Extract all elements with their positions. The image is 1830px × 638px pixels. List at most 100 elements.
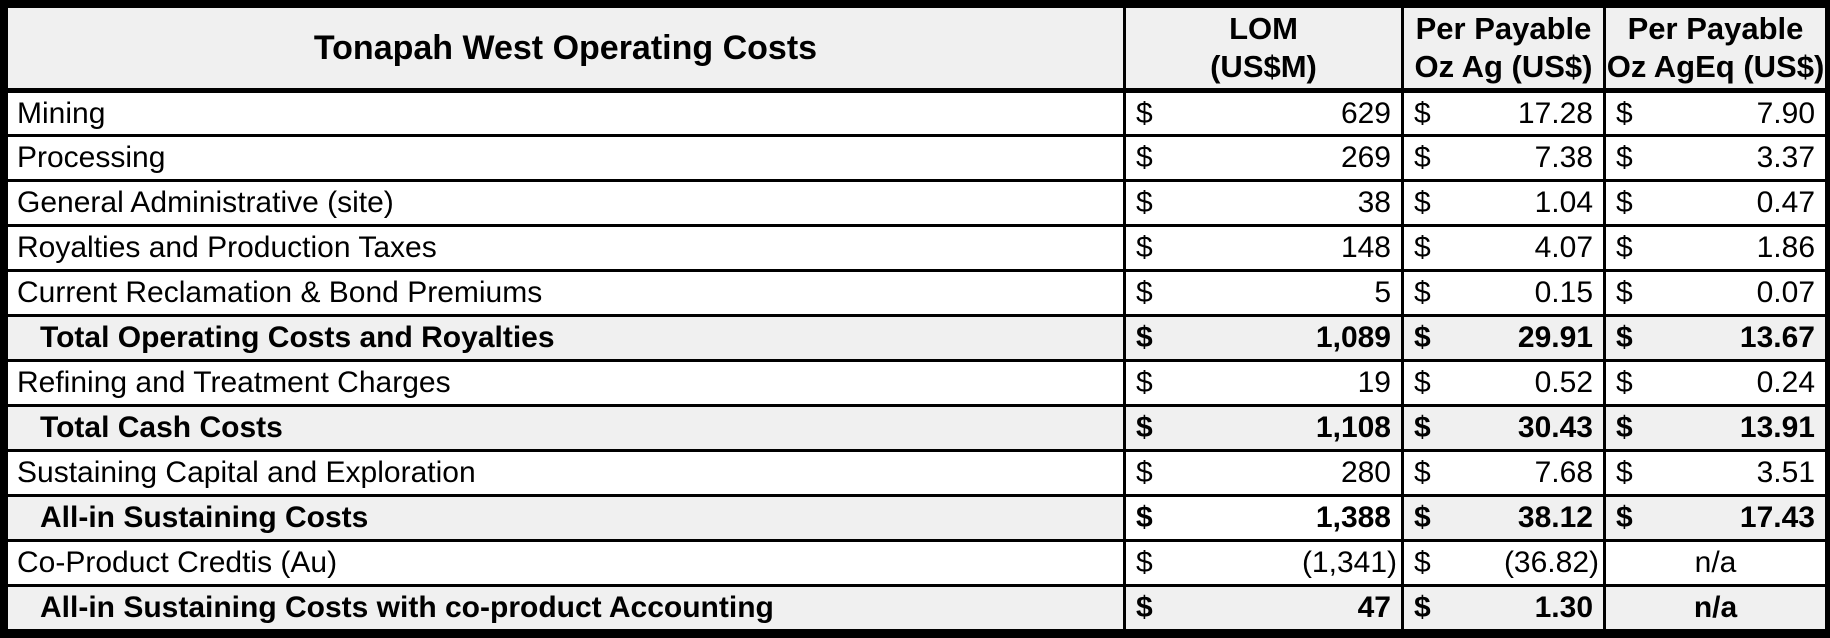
per-oz-ageq-cell: n/a xyxy=(1603,584,1828,632)
currency-symbol: $ xyxy=(1616,141,1633,174)
currency-symbol: $ xyxy=(1616,231,1633,264)
money-cell-content: $3.37 xyxy=(1608,141,1824,175)
money-cell-content: $7.38 xyxy=(1406,141,1602,175)
table-body: Mining $629 $17.28 $7.90 Processing $269 $7.38… xyxy=(5,89,1828,632)
cell-value: 1,108 xyxy=(1315,411,1391,444)
per-oz-ageq-cell: $1.86 xyxy=(1603,224,1828,272)
cell-value: 3.51 xyxy=(1756,456,1815,489)
row-label: Refining and Treatment Charges xyxy=(5,359,1126,407)
money-cell-content: $7.90 xyxy=(1608,96,1824,131)
money-cell-content: $13.67 xyxy=(1608,321,1824,355)
money-cell-content: $0.24 xyxy=(1608,366,1824,400)
table-row: All-in Sustaining Costs $1,388 $38.12 $17.4… xyxy=(5,494,1828,542)
money-cell-content: $0.52 xyxy=(1406,366,1602,400)
currency-symbol: $ xyxy=(1414,231,1431,264)
money-cell-content: $1.04 xyxy=(1406,186,1602,220)
currency-symbol: $ xyxy=(1136,546,1153,579)
money-cell-content: $4.07 xyxy=(1406,231,1602,265)
money-cell-content: $47 xyxy=(1128,591,1400,625)
cell-value: 0.52 xyxy=(1534,366,1593,399)
lom-cell: $1,108 xyxy=(1123,404,1404,452)
lom-cell: $280 xyxy=(1123,449,1404,497)
money-cell-content: $17.43 xyxy=(1608,501,1824,535)
currency-symbol: $ xyxy=(1414,276,1431,309)
currency-symbol: $ xyxy=(1616,276,1633,309)
per-oz-ageq-cell: $0.24 xyxy=(1603,359,1828,407)
header-row: Tonapah West Operating Costs LOM (US$M) … xyxy=(5,5,1828,93)
lom-cell: $629 xyxy=(1123,89,1404,137)
column-header-per-oz-ageq-line2: Oz AgEq (US$) xyxy=(1606,49,1825,84)
currency-symbol: $ xyxy=(1136,141,1153,174)
table-title: Tonapah West Operating Costs xyxy=(5,5,1126,93)
lom-cell: $1,089 xyxy=(1123,314,1404,362)
currency-symbol: $ xyxy=(1616,321,1633,354)
per-oz-ag-cell: $0.15 xyxy=(1401,269,1606,317)
money-cell-content: $13.91 xyxy=(1608,411,1824,445)
per-oz-ag-cell: $1.04 xyxy=(1401,179,1606,227)
money-cell-content: $1.86 xyxy=(1608,231,1824,265)
money-cell-content: $38.12 xyxy=(1406,501,1602,535)
currency-symbol: $ xyxy=(1616,96,1633,130)
currency-symbol: $ xyxy=(1414,456,1431,489)
money-cell-content: $0.07 xyxy=(1608,276,1824,310)
row-label: Total Cash Costs xyxy=(5,404,1126,452)
lom-cell: $19 xyxy=(1123,359,1404,407)
table-row: Mining $629 $17.28 $7.90 xyxy=(5,89,1828,137)
money-cell-content: $17.28 xyxy=(1406,96,1602,131)
money-cell-content: $1.30 xyxy=(1406,591,1602,625)
money-cell-content: $269 xyxy=(1128,141,1400,175)
per-oz-ageq-cell: $7.90 xyxy=(1603,89,1828,137)
cell-value: 17.28 xyxy=(1517,96,1593,130)
table-row: Current Reclamation & Bond Premiums $5 $0.… xyxy=(5,269,1828,317)
per-oz-ag-cell: $29.91 xyxy=(1401,314,1606,362)
cell-value: 4.07 xyxy=(1534,231,1593,264)
row-label: Total Operating Costs and Royalties xyxy=(5,314,1126,362)
money-cell-content: $0.15 xyxy=(1406,276,1602,310)
per-oz-ag-cell: $17.28 xyxy=(1401,89,1606,137)
money-cell-content: $629 xyxy=(1128,96,1400,131)
column-header-per-oz-ag: Per Payable Oz Ag (US$) xyxy=(1401,5,1606,93)
currency-symbol: $ xyxy=(1136,321,1153,354)
lom-cell: $ (1,341) xyxy=(1123,539,1404,587)
per-oz-ag-cell: $7.68 xyxy=(1401,449,1606,497)
row-label: Mining xyxy=(5,89,1126,137)
lom-cell: $47 xyxy=(1123,584,1404,632)
cell-value: 0.24 xyxy=(1756,366,1815,399)
lom-cell: $148 xyxy=(1123,224,1404,272)
currency-symbol: $ xyxy=(1414,591,1431,624)
currency-symbol: $ xyxy=(1414,186,1431,219)
currency-symbol: $ xyxy=(1616,186,1633,219)
currency-symbol: $ xyxy=(1136,96,1153,130)
cell-value: 5 xyxy=(1374,276,1391,309)
cell-value: 1.86 xyxy=(1756,231,1815,264)
row-label: All-in Sustaining Costs xyxy=(5,494,1126,542)
column-header-lom: LOM (US$M) xyxy=(1123,5,1404,93)
cell-value: 19 xyxy=(1357,366,1391,399)
cell-value: 7.68 xyxy=(1534,456,1593,489)
lom-cell: $1,388 xyxy=(1123,494,1404,542)
per-oz-ageq-cell: $0.47 xyxy=(1603,179,1828,227)
per-oz-ag-cell: $38.12 xyxy=(1401,494,1606,542)
lom-cell: $38 xyxy=(1123,179,1404,227)
currency-symbol: $ xyxy=(1414,96,1431,130)
per-oz-ageq-cell: n/a xyxy=(1603,539,1828,587)
lom-cell: $5 xyxy=(1123,269,1404,317)
money-cell-content: $148 xyxy=(1128,231,1400,265)
money-cell-content: $19 xyxy=(1128,366,1400,400)
currency-symbol: $ xyxy=(1616,456,1633,489)
row-label: Current Reclamation & Bond Premiums xyxy=(5,269,1126,317)
cell-value: 1.04 xyxy=(1534,186,1593,219)
cell-value: 29.91 xyxy=(1517,321,1593,354)
row-label: Sustaining Capital and Exploration xyxy=(5,449,1126,497)
cell-value: 0.15 xyxy=(1534,276,1593,309)
table-row: Refining and Treatment Charges $19 $0.52 $0… xyxy=(5,359,1828,407)
currency-symbol: $ xyxy=(1136,591,1153,624)
table-row: Sustaining Capital and Exploration $280 $7… xyxy=(5,449,1828,497)
cell-value: 7.38 xyxy=(1534,141,1593,174)
currency-symbol: $ xyxy=(1136,366,1153,399)
per-oz-ag-cell: $0.52 xyxy=(1401,359,1606,407)
per-oz-ageq-cell: $13.91 xyxy=(1603,404,1828,452)
per-oz-ageq-cell: $3.37 xyxy=(1603,134,1828,182)
money-cell-content: $7.68 xyxy=(1406,456,1602,490)
